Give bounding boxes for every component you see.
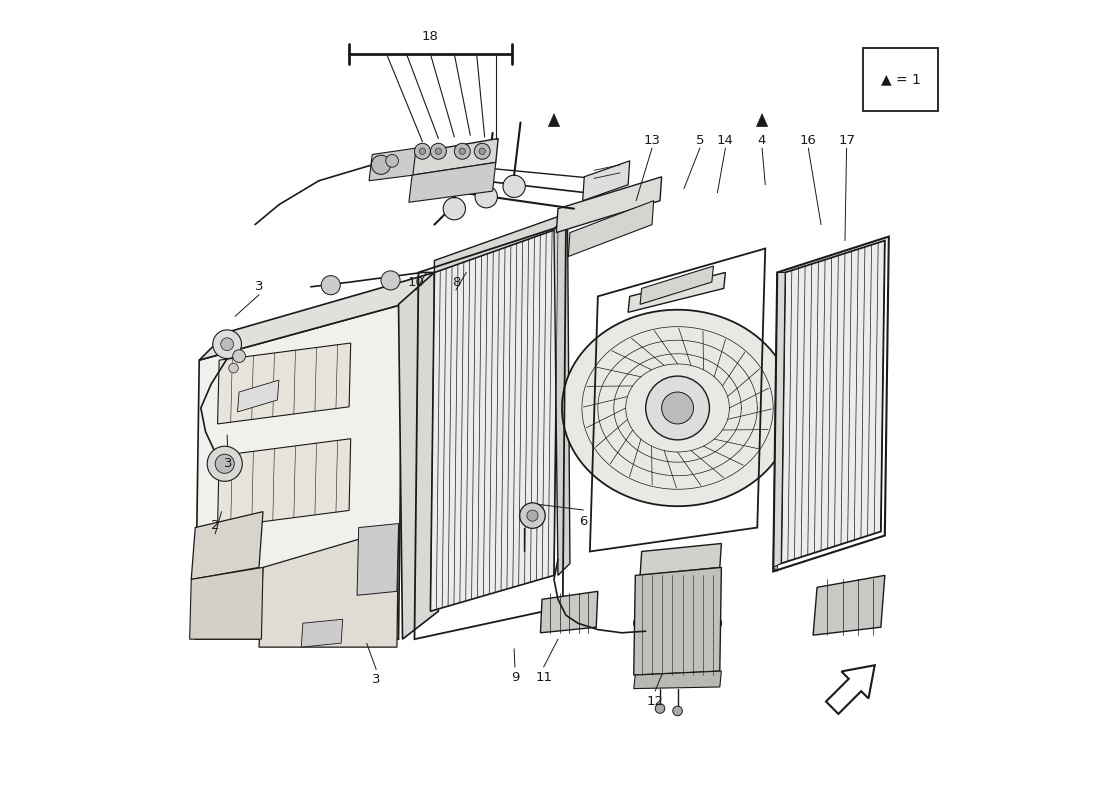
- Polygon shape: [218, 438, 351, 527]
- Circle shape: [212, 330, 242, 358]
- Circle shape: [233, 350, 245, 362]
- Polygon shape: [218, 343, 351, 424]
- Circle shape: [372, 155, 390, 174]
- Polygon shape: [195, 304, 403, 639]
- Text: 12: 12: [647, 695, 663, 708]
- Circle shape: [216, 454, 234, 474]
- FancyBboxPatch shape: [864, 48, 938, 110]
- Text: 16: 16: [800, 134, 816, 146]
- Text: 2: 2: [211, 519, 219, 533]
- Polygon shape: [813, 575, 884, 635]
- Text: 11: 11: [535, 671, 552, 684]
- Polygon shape: [358, 523, 398, 595]
- Circle shape: [673, 706, 682, 716]
- Circle shape: [459, 148, 465, 154]
- Text: ▲ = 1: ▲ = 1: [881, 72, 921, 86]
- Polygon shape: [557, 177, 661, 233]
- Text: 13: 13: [644, 134, 660, 146]
- Polygon shape: [258, 527, 398, 647]
- Polygon shape: [640, 266, 714, 304]
- Text: 10: 10: [408, 275, 425, 289]
- Circle shape: [436, 148, 441, 154]
- Text: 6: 6: [580, 514, 587, 528]
- Polygon shape: [773, 273, 785, 567]
- Text: 18: 18: [422, 30, 439, 43]
- Polygon shape: [562, 310, 793, 506]
- Polygon shape: [434, 217, 558, 273]
- Circle shape: [519, 503, 546, 528]
- Polygon shape: [549, 114, 560, 126]
- Circle shape: [503, 175, 526, 198]
- Polygon shape: [189, 567, 263, 639]
- Circle shape: [321, 276, 340, 294]
- Circle shape: [430, 143, 447, 159]
- Polygon shape: [583, 161, 629, 201]
- Circle shape: [207, 446, 242, 482]
- Polygon shape: [569, 201, 653, 257]
- Polygon shape: [409, 162, 496, 202]
- Circle shape: [656, 704, 664, 714]
- Text: 4: 4: [758, 134, 767, 146]
- Polygon shape: [781, 241, 884, 563]
- Text: 5: 5: [695, 134, 704, 146]
- Text: 8: 8: [452, 275, 460, 289]
- Circle shape: [386, 154, 398, 167]
- Circle shape: [527, 510, 538, 521]
- Polygon shape: [412, 138, 498, 175]
- Polygon shape: [191, 512, 263, 579]
- Circle shape: [419, 148, 426, 154]
- Circle shape: [229, 363, 239, 373]
- Text: 9: 9: [510, 671, 519, 684]
- Polygon shape: [199, 273, 434, 360]
- Polygon shape: [430, 229, 558, 611]
- Text: 17: 17: [838, 134, 855, 146]
- Circle shape: [478, 148, 485, 154]
- Circle shape: [381, 271, 400, 290]
- Polygon shape: [640, 543, 722, 575]
- Polygon shape: [634, 606, 722, 641]
- FancyArrow shape: [826, 666, 875, 714]
- Circle shape: [474, 143, 491, 159]
- Polygon shape: [554, 217, 570, 575]
- Circle shape: [454, 143, 471, 159]
- Polygon shape: [540, 591, 597, 633]
- Polygon shape: [628, 273, 725, 312]
- Text: 14: 14: [717, 134, 734, 146]
- Polygon shape: [398, 273, 439, 639]
- Text: 3: 3: [255, 280, 263, 294]
- Polygon shape: [238, 380, 279, 412]
- Circle shape: [661, 392, 693, 424]
- Polygon shape: [757, 114, 768, 126]
- Polygon shape: [634, 671, 722, 689]
- Circle shape: [475, 186, 497, 208]
- Circle shape: [415, 143, 430, 159]
- Text: 3: 3: [223, 458, 232, 470]
- Text: 3: 3: [372, 673, 381, 686]
- Polygon shape: [634, 567, 722, 675]
- Polygon shape: [301, 619, 343, 647]
- Polygon shape: [368, 148, 416, 181]
- Circle shape: [443, 198, 465, 220]
- Polygon shape: [773, 273, 785, 571]
- Circle shape: [646, 376, 710, 440]
- Circle shape: [221, 338, 233, 350]
